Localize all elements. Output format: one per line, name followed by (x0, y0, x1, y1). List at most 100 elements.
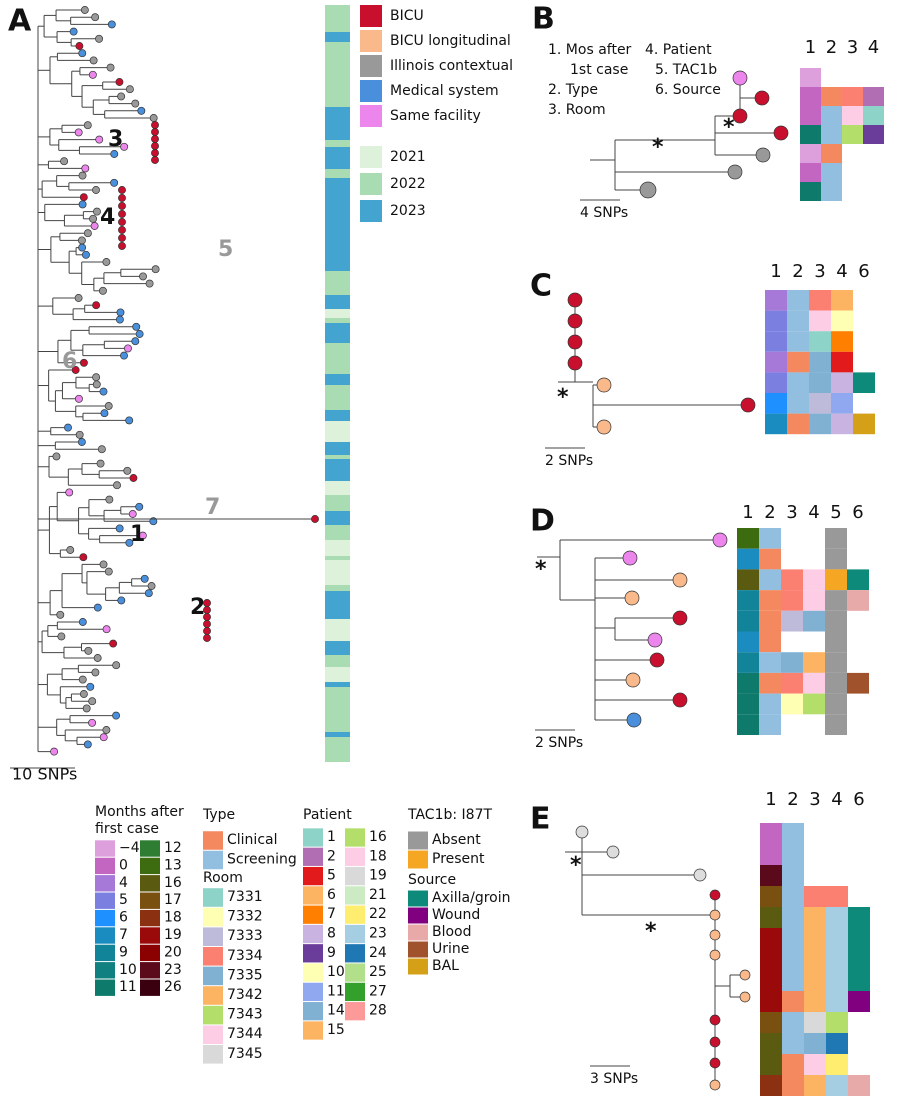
legend-swatch (140, 892, 160, 909)
tip (145, 279, 154, 288)
heatmap-cell (737, 672, 759, 694)
tip (622, 550, 638, 566)
year-strip (325, 323, 350, 327)
tip (140, 574, 149, 583)
year-strip (325, 655, 350, 667)
column-header: 2 (826, 37, 837, 58)
heatmap-cell (831, 351, 853, 373)
heatmap-cell (800, 144, 821, 163)
tip (131, 337, 140, 346)
panel-letter: D (530, 504, 555, 539)
year-strip (325, 220, 350, 232)
tip (79, 553, 88, 562)
heatmap-cell (831, 310, 853, 332)
heatmap-cell (760, 907, 782, 928)
tip (647, 632, 663, 648)
heatmap-cell (826, 1033, 848, 1054)
tip (118, 234, 126, 242)
tip (116, 308, 125, 317)
heatmap-cell (760, 1033, 782, 1054)
legend-label: 23 (164, 962, 182, 978)
tip (709, 1036, 721, 1048)
heatmap-cell (804, 991, 826, 1012)
heatmap-cell (842, 125, 863, 144)
legend-label: Illinois contextual (390, 58, 513, 74)
tip (102, 726, 111, 734)
heatmap-cell (848, 991, 870, 1012)
heatmap-cell (847, 672, 869, 694)
legend-label: 27 (369, 983, 387, 999)
heatmap-cell (787, 393, 809, 414)
tip (74, 294, 83, 302)
cluster-label: 1 (130, 522, 145, 547)
legend-swatch (95, 927, 115, 944)
tip (74, 128, 83, 137)
year-strip (325, 385, 350, 390)
column-header: 1 (770, 261, 781, 282)
legend-label: 7 (327, 906, 336, 922)
tip (102, 258, 111, 266)
year-strip (325, 193, 350, 208)
legend-swatch (95, 979, 115, 996)
key-text: 5. TAC1b (655, 62, 717, 78)
legend-label: 21 (369, 887, 387, 903)
legend-swatch (95, 840, 115, 857)
heatmap-cell (803, 672, 825, 694)
heatmap-cell (759, 590, 781, 611)
legend-swatch (408, 924, 428, 941)
heatmap-cell (804, 886, 826, 907)
heatmap-cell (760, 865, 782, 886)
tip (90, 222, 99, 230)
heatmap-cell (826, 1054, 848, 1075)
year-strip (325, 511, 350, 517)
column-header: 1 (742, 502, 753, 523)
tip (709, 949, 721, 961)
year-strip (325, 410, 350, 421)
heatmap-cell (782, 1033, 804, 1054)
legend-swatch (203, 1025, 223, 1044)
column-header: 4 (868, 37, 879, 58)
tip (693, 868, 707, 882)
legend-swatch (345, 944, 365, 963)
tip (110, 150, 119, 158)
year-strip (325, 697, 350, 703)
legend-swatch (203, 966, 223, 986)
legend-swatch (140, 944, 160, 962)
heatmap-cell (831, 393, 853, 414)
year-strip (325, 619, 350, 627)
heatmap-cell (825, 652, 847, 673)
year-strip (325, 737, 350, 743)
tip (118, 226, 126, 234)
tip (567, 292, 583, 308)
tip (78, 200, 87, 209)
heatmap-cell (804, 1033, 826, 1054)
scale-label: 3 SNPs (590, 1071, 638, 1087)
cluster-label: 5 (218, 237, 233, 262)
heatmap-cell (765, 393, 787, 414)
year-strip (325, 327, 350, 343)
tip (117, 92, 126, 101)
heatmap-cell (853, 372, 875, 393)
tip (132, 322, 141, 331)
legend-swatch (360, 173, 382, 195)
column-header: 3 (809, 789, 820, 810)
legend-swatch (95, 944, 115, 962)
tip (118, 202, 126, 210)
legend-swatch (345, 866, 365, 886)
heatmap-cell (800, 106, 821, 125)
legend-label: BICU (390, 8, 424, 24)
cluster-label: 6 (62, 349, 77, 374)
heatmap-cell (831, 413, 853, 435)
year-strip (325, 556, 350, 560)
tip (84, 646, 93, 655)
heatmap-cell (821, 163, 842, 182)
tip (81, 164, 90, 173)
tip (110, 178, 119, 187)
tip (96, 459, 105, 468)
year-strip (325, 247, 350, 254)
tip (83, 229, 92, 238)
heatmap-cell (760, 823, 782, 844)
year-strip (325, 18, 350, 32)
legend-swatch (303, 982, 323, 1002)
key-text: 1st case (570, 62, 628, 78)
